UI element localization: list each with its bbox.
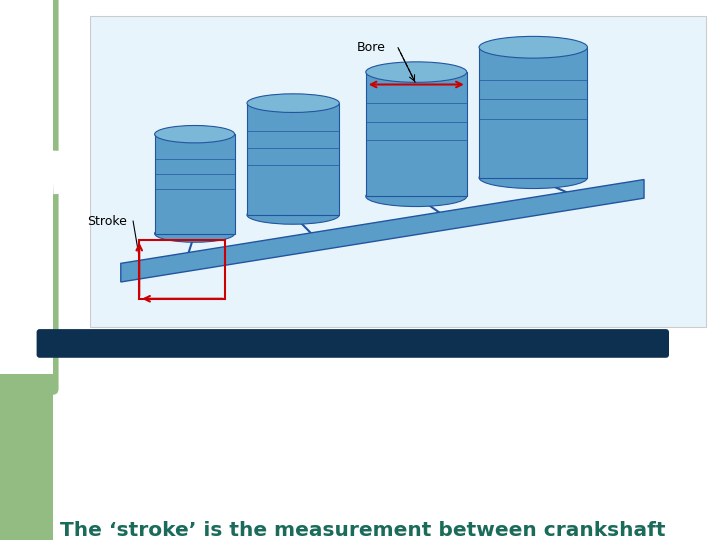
Polygon shape <box>121 179 644 282</box>
Bar <box>155 134 235 233</box>
Bar <box>139 240 225 299</box>
Text: Bore: Bore <box>356 40 385 54</box>
Ellipse shape <box>366 62 467 82</box>
FancyBboxPatch shape <box>0 0 58 395</box>
Ellipse shape <box>247 94 339 112</box>
Text: The ‘stroke’ is the measurement between crankshaft
main journal and connecting r: The ‘stroke’ is the measurement between … <box>60 521 665 540</box>
Ellipse shape <box>155 125 235 143</box>
Ellipse shape <box>155 225 235 242</box>
Bar <box>0 0 53 151</box>
Bar <box>247 103 339 215</box>
Bar <box>90 16 706 327</box>
Bar <box>0 0 53 374</box>
Bar <box>0 0 53 540</box>
FancyBboxPatch shape <box>37 329 669 358</box>
Bar <box>0 0 53 540</box>
Text: Stroke: Stroke <box>87 214 127 228</box>
Ellipse shape <box>479 36 588 58</box>
Bar <box>366 72 467 197</box>
Bar <box>479 47 588 178</box>
Ellipse shape <box>366 186 467 206</box>
Ellipse shape <box>479 167 588 188</box>
Ellipse shape <box>247 206 339 224</box>
